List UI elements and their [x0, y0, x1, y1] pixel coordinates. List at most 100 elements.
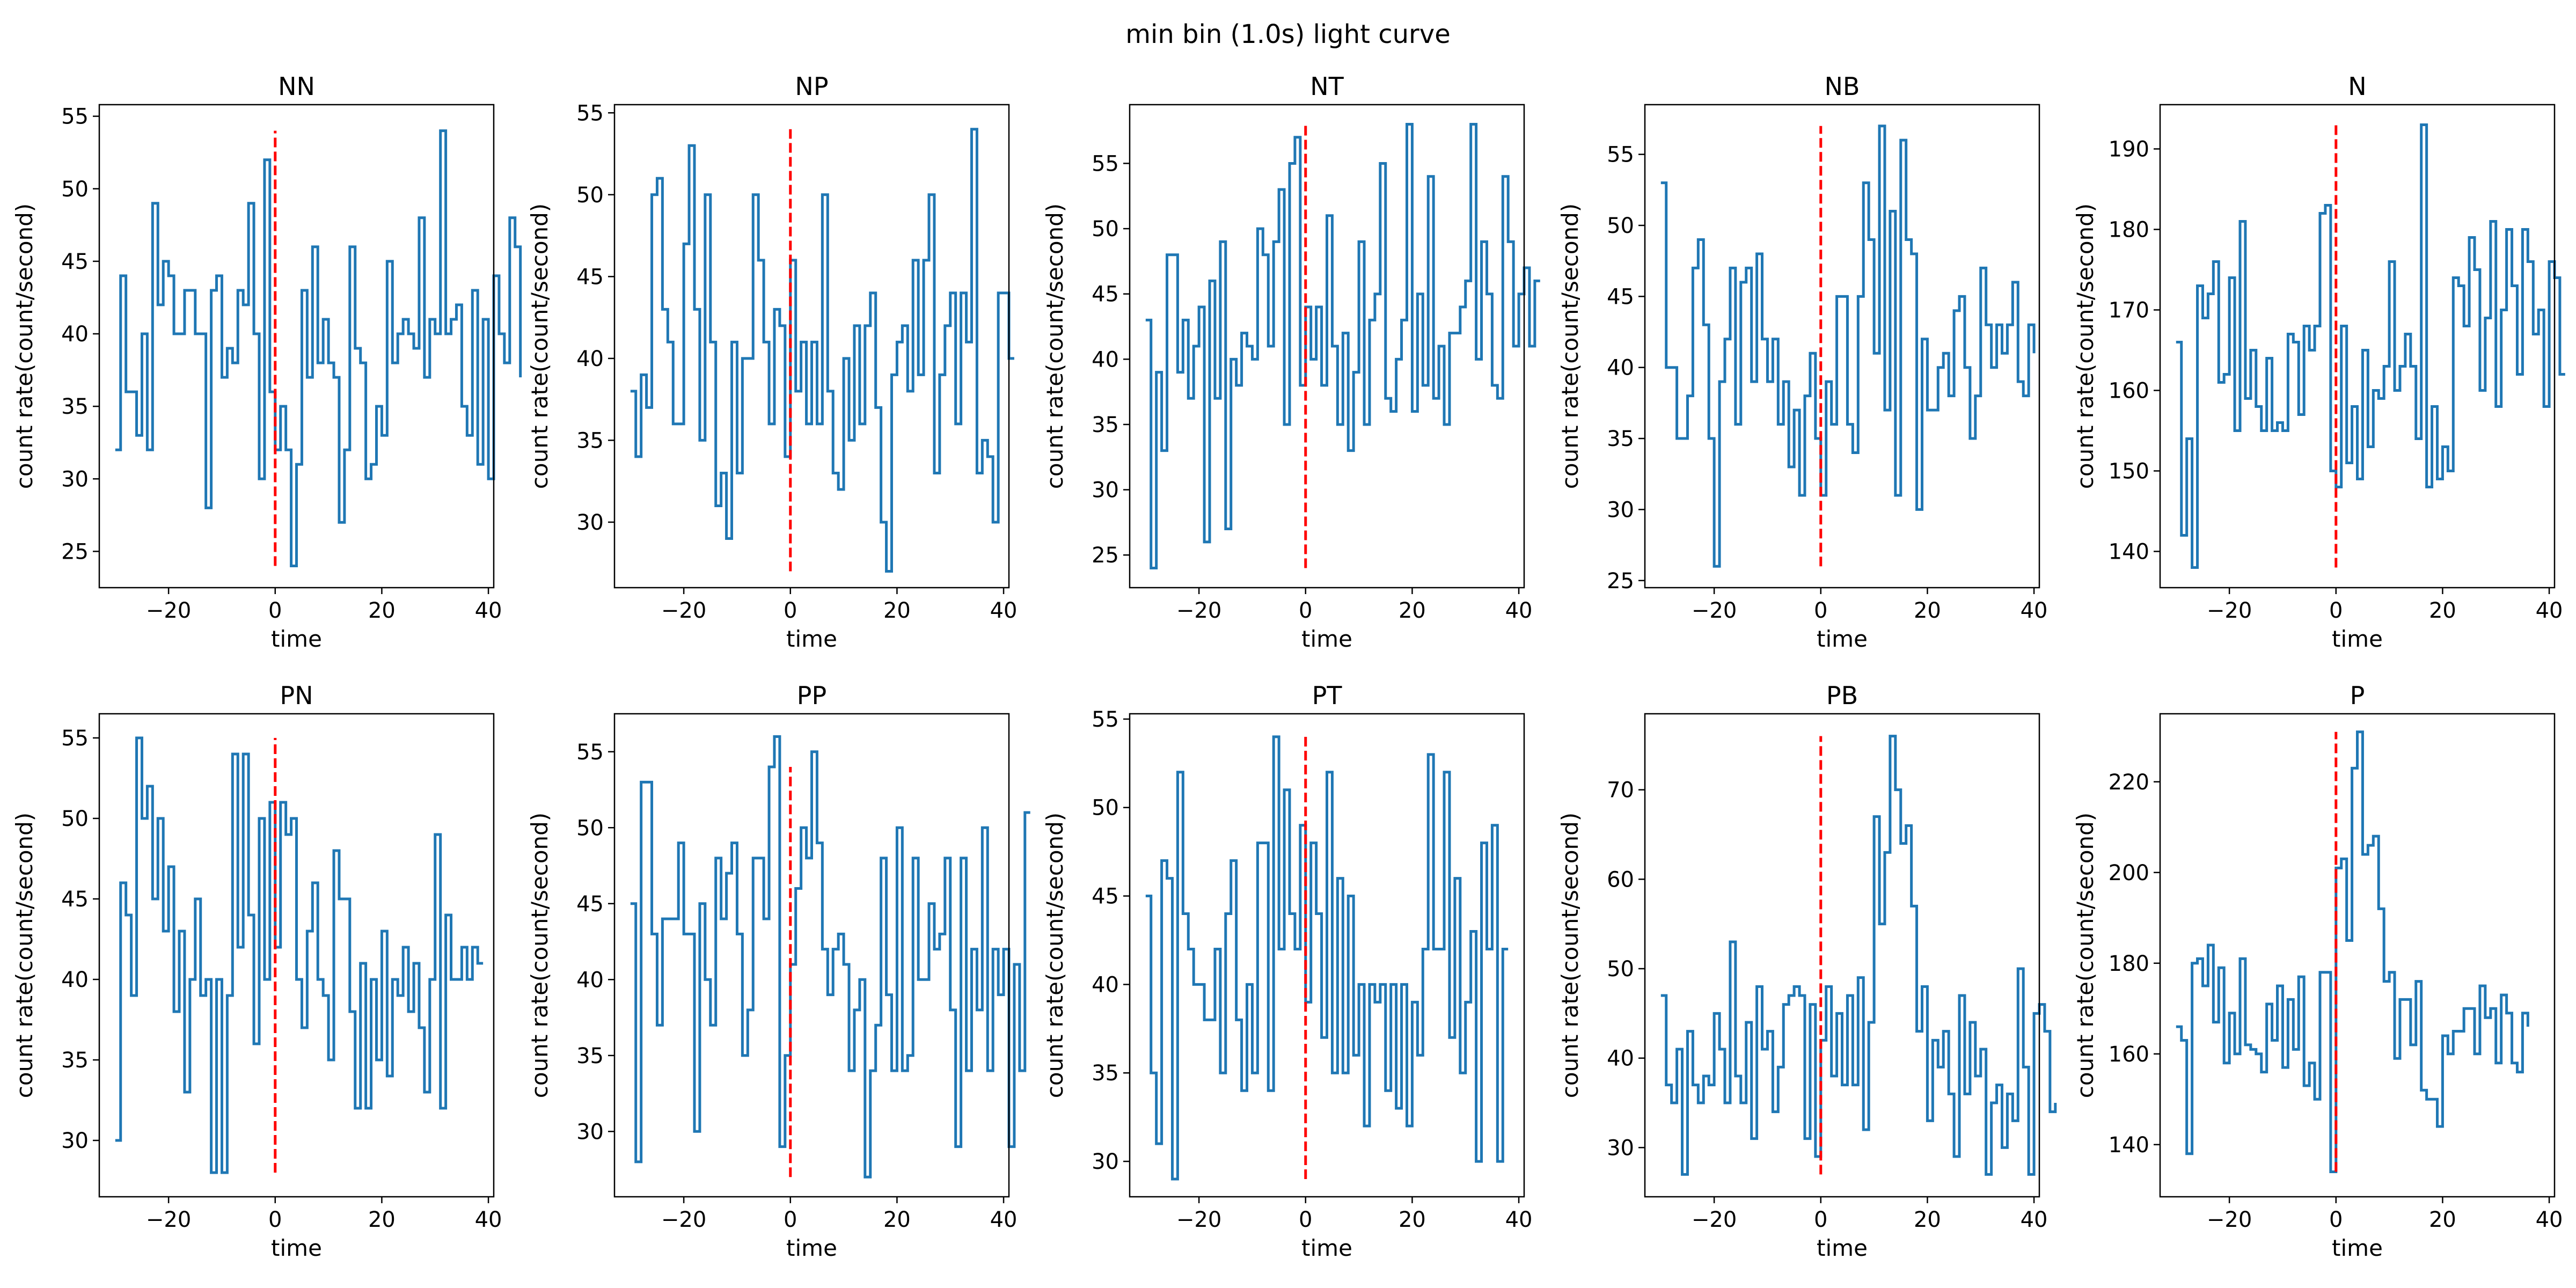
subplot-nb: NB −20 0 20 40 25 30 35 40 45 50 55 time count rate(c…	[1557, 72, 2048, 652]
x-tick-label: 0	[268, 598, 282, 623]
y-tick-label: 30	[576, 510, 604, 535]
y-tick-label: 45	[1092, 884, 1119, 909]
y-tick-label: 40	[1607, 356, 1634, 380]
subplot-title: PN	[280, 681, 313, 710]
y-tick-label: 40	[61, 968, 89, 992]
x-tick-label: −20	[2207, 1208, 2252, 1232]
y-tick-label: 190	[2109, 137, 2149, 162]
light-curve-series	[115, 736, 484, 1174]
x-tick-label: 20	[1914, 598, 1941, 623]
x-tick-label: 40	[990, 1208, 1018, 1232]
x-tick-label: −20	[1176, 1208, 1221, 1232]
y-tick-label: 25	[61, 539, 89, 564]
x-tick-label: 40	[475, 598, 502, 623]
y-tick-label: 35	[61, 1048, 89, 1073]
y-tick-label: 35	[1092, 1061, 1119, 1086]
x-tick-label: 0	[784, 1208, 797, 1232]
y-tick-label: 55	[1092, 707, 1119, 732]
y-tick-label: 55	[1092, 151, 1119, 176]
x-axis-label: time	[786, 1235, 837, 1261]
x-tick-label: 0	[1814, 1208, 1827, 1232]
x-axis-label: time	[2332, 626, 2383, 652]
x-tick-label: −20	[1176, 598, 1221, 623]
y-tick-label: 35	[61, 394, 89, 419]
y-tick-label: 30	[1607, 497, 1634, 522]
y-tick-label: 55	[61, 105, 89, 129]
y-tick-label: 140	[2109, 540, 2149, 565]
x-tick-label: 20	[1914, 1208, 1941, 1232]
y-tick-label: 30	[1092, 478, 1119, 503]
y-tick-label: 180	[2109, 218, 2149, 243]
y-tick-label: 40	[576, 347, 604, 371]
x-tick-label: 40	[1505, 598, 1533, 623]
axes-frame	[98, 104, 495, 589]
y-tick-label: 35	[576, 428, 604, 453]
x-axis-label: time	[786, 626, 837, 652]
y-tick-label: 55	[576, 101, 604, 126]
subplot-title: N	[2348, 72, 2366, 101]
subplot-title: PP	[797, 681, 826, 710]
x-tick-label: 40	[2021, 1208, 2048, 1232]
x-tick-label: −20	[1692, 1208, 1737, 1232]
axes-frame	[1644, 713, 2040, 1198]
x-tick-label: −20	[2207, 598, 2252, 623]
y-tick-label: 55	[1607, 143, 1634, 167]
y-tick-label: 25	[1092, 543, 1119, 568]
light-curve-series	[115, 129, 522, 567]
light-curve-series	[1660, 125, 2036, 568]
y-axis-label: count rate(count/second)	[1557, 813, 1583, 1098]
x-tick-label: 0	[2329, 598, 2343, 623]
x-tick-label: 40	[475, 1208, 502, 1232]
x-tick-label: 40	[2021, 598, 2048, 623]
axes-frame	[1129, 713, 1525, 1198]
y-axis-label: count rate(count/second)	[2072, 203, 2098, 489]
axes-frame	[2159, 104, 2556, 589]
y-tick-label: 40	[1092, 347, 1119, 372]
y-tick-label: 35	[1092, 413, 1119, 437]
subplot-n: N −20 0 20 40 140 150 160 170 180 190 time count rat…	[2072, 72, 2565, 652]
x-tick-label: −20	[146, 1208, 191, 1232]
x-tick-label: 20	[2429, 598, 2456, 623]
y-tick-label: 45	[61, 887, 89, 912]
x-tick-label: 20	[1399, 1208, 1426, 1232]
subplot-pt: PT −20 0 20 40 30 35 40 45 50 55 time count rate(cou…	[1042, 681, 1533, 1261]
subplot-title: NP	[795, 72, 828, 101]
x-axis-label: time	[2332, 1235, 2383, 1261]
x-tick-label: 20	[2429, 1208, 2456, 1232]
y-tick-label: 55	[61, 726, 89, 751]
y-tick-label: 45	[61, 250, 89, 274]
y-tick-label: 30	[61, 467, 89, 492]
y-tick-label: 50	[1607, 957, 1634, 982]
y-tick-label: 140	[2109, 1133, 2149, 1158]
x-tick-label: 0	[1299, 1208, 1312, 1232]
axes-frame	[98, 713, 495, 1198]
x-tick-label: −20	[661, 598, 706, 623]
subplot-title: NN	[278, 72, 315, 101]
figure-title: min bin (1.0s) light curve	[1125, 19, 1450, 49]
y-axis-label: count rate(count/second)	[1042, 813, 1068, 1098]
subplot-title: NB	[1825, 72, 1860, 101]
subplot-title: PT	[1312, 681, 1343, 710]
y-tick-label: 30	[61, 1129, 89, 1153]
y-axis-label: count rate(count/second)	[526, 813, 553, 1098]
y-tick-label: 35	[576, 1044, 604, 1069]
subplot-p: P −20 0 20 40 140 160 180 200 220 time count rate(c…	[2072, 681, 2563, 1261]
y-tick-label: 35	[1607, 427, 1634, 451]
y-tick-label: 40	[1092, 972, 1119, 997]
y-tick-label: 30	[1092, 1150, 1119, 1174]
x-tick-label: 40	[1505, 1208, 1533, 1232]
x-axis-label: time	[1301, 626, 1352, 652]
x-tick-label: 0	[1814, 598, 1827, 623]
y-axis-label: count rate(count/second)	[11, 813, 38, 1098]
x-tick-label: 20	[883, 1208, 911, 1232]
y-tick-label: 60	[1607, 867, 1634, 892]
x-tick-label: −20	[661, 1208, 706, 1232]
light-curve-series	[2176, 123, 2565, 569]
y-tick-label: 160	[2109, 379, 2149, 404]
y-tick-label: 170	[2109, 298, 2149, 323]
y-tick-label: 50	[1607, 214, 1634, 238]
y-tick-label: 45	[576, 265, 604, 289]
x-tick-label: 20	[1399, 598, 1426, 623]
y-tick-label: 160	[2109, 1042, 2149, 1067]
